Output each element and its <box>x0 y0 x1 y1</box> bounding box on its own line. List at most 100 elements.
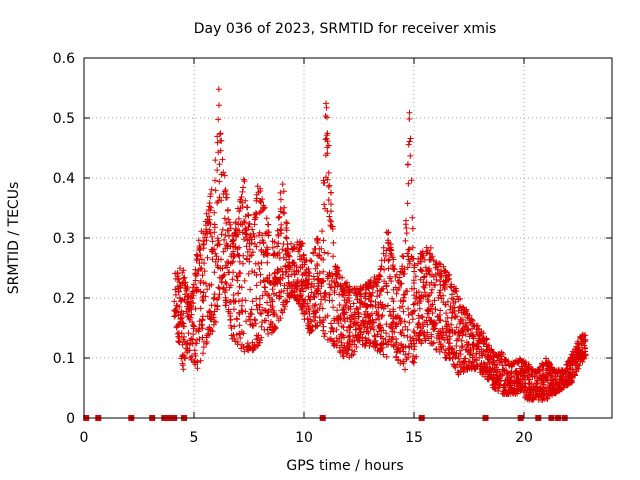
data-point <box>325 250 331 257</box>
data-point <box>324 144 331 151</box>
x-tick-label: 15 <box>405 430 423 446</box>
data-point <box>473 322 480 329</box>
data-point <box>561 368 568 374</box>
data-point <box>284 298 291 305</box>
data-point <box>206 282 213 289</box>
data-point <box>490 375 497 382</box>
data-point <box>377 347 384 353</box>
data-point <box>374 279 381 286</box>
data-point <box>445 350 452 356</box>
data-point <box>271 326 278 332</box>
data-point <box>312 322 319 329</box>
data-point <box>236 258 243 265</box>
data-point <box>384 289 391 296</box>
data-point <box>215 116 222 123</box>
data-point <box>389 328 396 335</box>
data-point <box>253 336 260 343</box>
x-tick-label: 10 <box>295 430 313 446</box>
data-point <box>180 366 187 373</box>
data-point <box>377 273 384 280</box>
data-point <box>269 238 276 245</box>
data-point <box>203 237 210 244</box>
data-point <box>446 271 453 278</box>
data-point <box>179 314 186 321</box>
data-point <box>467 358 474 365</box>
data-point <box>199 295 206 301</box>
data-point <box>282 269 289 276</box>
data-point <box>250 230 257 237</box>
data-point <box>463 346 470 353</box>
data-point <box>517 357 524 363</box>
data-point <box>368 310 375 317</box>
data-point <box>310 273 317 280</box>
data-point <box>406 246 413 252</box>
data-point <box>235 221 242 228</box>
data-point <box>461 355 468 362</box>
data-point <box>251 233 258 240</box>
data-point <box>227 316 234 323</box>
data-point <box>465 315 472 322</box>
data-point <box>240 330 247 337</box>
data-point <box>312 301 319 308</box>
data-point <box>248 252 255 259</box>
data-point <box>540 367 547 374</box>
data-point <box>224 207 231 214</box>
data-point <box>188 356 195 363</box>
data-point <box>258 259 265 266</box>
data-point <box>538 386 545 393</box>
data-point <box>362 308 369 315</box>
data-point <box>344 284 351 291</box>
data-point <box>376 328 382 335</box>
data-point <box>527 386 534 393</box>
data-point <box>177 295 183 302</box>
data-point <box>206 308 213 314</box>
data-point <box>420 274 427 281</box>
data-point <box>393 271 400 278</box>
data-point <box>215 86 222 93</box>
data-point <box>233 273 240 280</box>
data-point <box>417 258 424 265</box>
data-point <box>445 276 452 283</box>
data-point <box>367 292 374 298</box>
data-point <box>295 248 302 255</box>
data-point <box>175 338 182 345</box>
data-point <box>241 219 248 226</box>
data-point <box>377 266 384 273</box>
data-point <box>217 147 224 154</box>
data-point <box>404 264 411 271</box>
y-tick-label: 0.5 <box>53 111 75 127</box>
data-point <box>483 365 490 372</box>
data-point <box>300 298 307 305</box>
data-point <box>392 313 399 320</box>
x-tick-label: 5 <box>190 430 199 446</box>
data-point <box>396 304 403 311</box>
data-point <box>256 265 263 272</box>
data-point <box>351 320 358 327</box>
data-point <box>493 369 500 376</box>
data-point <box>192 305 199 312</box>
data-point <box>256 209 263 216</box>
data-point <box>452 364 459 371</box>
data-point <box>189 319 196 325</box>
data-point <box>411 359 417 366</box>
data-point <box>328 189 335 196</box>
data-point <box>331 341 338 348</box>
data-point <box>204 313 211 320</box>
data-point <box>488 346 495 353</box>
data-point <box>380 244 387 251</box>
data-point <box>310 293 317 300</box>
data-point <box>204 339 210 345</box>
data-point <box>172 286 179 293</box>
data-point <box>253 211 260 217</box>
data-point <box>208 311 215 318</box>
data-point <box>426 268 433 274</box>
data-point <box>199 272 206 279</box>
data-point <box>458 344 465 351</box>
data-point <box>194 359 201 366</box>
data-point <box>432 264 439 271</box>
data-point <box>341 309 348 316</box>
data-point <box>221 215 228 222</box>
data-point <box>341 304 348 311</box>
data-point <box>520 389 527 396</box>
